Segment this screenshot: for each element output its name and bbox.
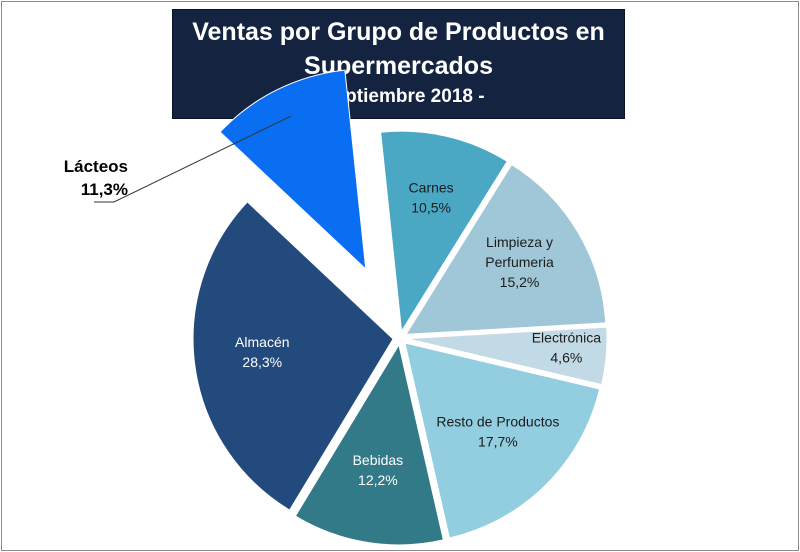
- slice-label-bebidas: Bebidas 12,2%: [353, 452, 404, 488]
- slice-name-carnes: Carnes: [409, 180, 454, 196]
- chart-subtitle: - septiembre 2018 -: [312, 86, 485, 107]
- slice-name-lacteos: Lácteos: [64, 157, 128, 176]
- slice-value-carnes: 10,5%: [411, 200, 451, 216]
- slice-value-lacteos: 11,3%: [81, 180, 128, 199]
- pie-slice-almacen: [192, 201, 394, 511]
- slice-value-resto-de-productos: 17,7%: [478, 434, 518, 450]
- slice-label-almacen: Almacén 28,3%: [235, 334, 289, 370]
- chart-title-line-1: Ventas por Grupo de Productos en: [192, 18, 605, 46]
- slice-label-limpieza-y-perfumeria: Limpieza y Perfumeria 15,2%: [485, 234, 554, 290]
- pie-slice-resto-de-productos: [404, 342, 601, 539]
- leader-line-lacteos: [94, 115, 292, 203]
- slice-name-electronica: Electrónica: [532, 330, 601, 346]
- slice-name-limpieza-y-perfumeria: Perfumeria: [485, 254, 554, 270]
- pie-slice-carnes: [380, 130, 508, 333]
- slice-label-carnes: Carnes 10,5%: [409, 180, 454, 216]
- slice-value-almacen: 28,3%: [242, 354, 282, 370]
- slice-name-resto-de-productos: Resto de Productos: [436, 414, 559, 430]
- pie-slice-lacteos: [219, 69, 367, 271]
- pie-slice-electronica: [406, 326, 608, 386]
- slice-value-bebidas: 12,2%: [358, 472, 398, 488]
- pie-slice-bebidas: [294, 343, 444, 546]
- slice-value-electronica: 4,6%: [550, 350, 582, 366]
- slice-name-bebidas: Bebidas: [353, 452, 404, 468]
- slice-value-limpieza-y-perfumeria: 15,2%: [500, 274, 540, 290]
- slice-name-almacen: Almacén: [235, 334, 289, 350]
- slice-label-electronica: Electrónica 4,6%: [532, 330, 601, 366]
- slice-label-resto-de-productos: Resto de Productos 17,7%: [436, 414, 559, 450]
- slice-label-lacteos: Lácteos 11,3%: [64, 157, 128, 199]
- pie-slice-limpieza-y-perfumeria: [405, 163, 607, 335]
- slice-name-limpieza-y-perfumeria: Limpieza y: [486, 234, 553, 250]
